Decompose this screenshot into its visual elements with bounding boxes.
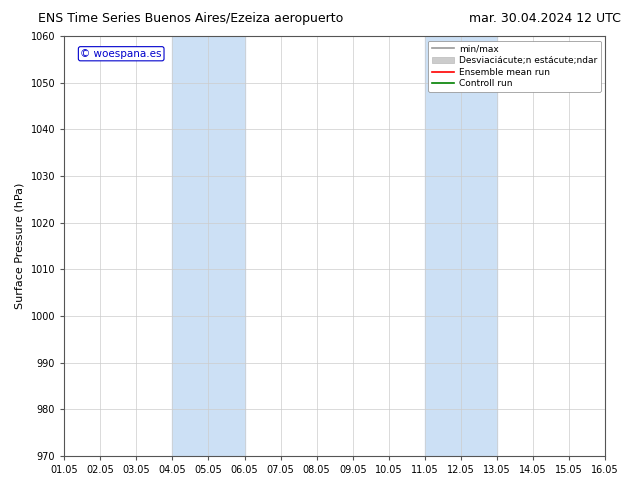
- Y-axis label: Surface Pressure (hPa): Surface Pressure (hPa): [15, 183, 25, 309]
- Text: mar. 30.04.2024 12 UTC: mar. 30.04.2024 12 UTC: [469, 12, 621, 25]
- Bar: [172, 36, 245, 456]
- Text: © woespana.es: © woespana.es: [81, 49, 162, 59]
- Bar: [425, 36, 497, 456]
- Legend: min/max, Desviaciácute;n estácute;ndar, Ensemble mean run, Controll run: min/max, Desviaciácute;n estácute;ndar, …: [428, 41, 600, 92]
- Text: ENS Time Series Buenos Aires/Ezeiza aeropuerto: ENS Time Series Buenos Aires/Ezeiza aero…: [37, 12, 343, 25]
